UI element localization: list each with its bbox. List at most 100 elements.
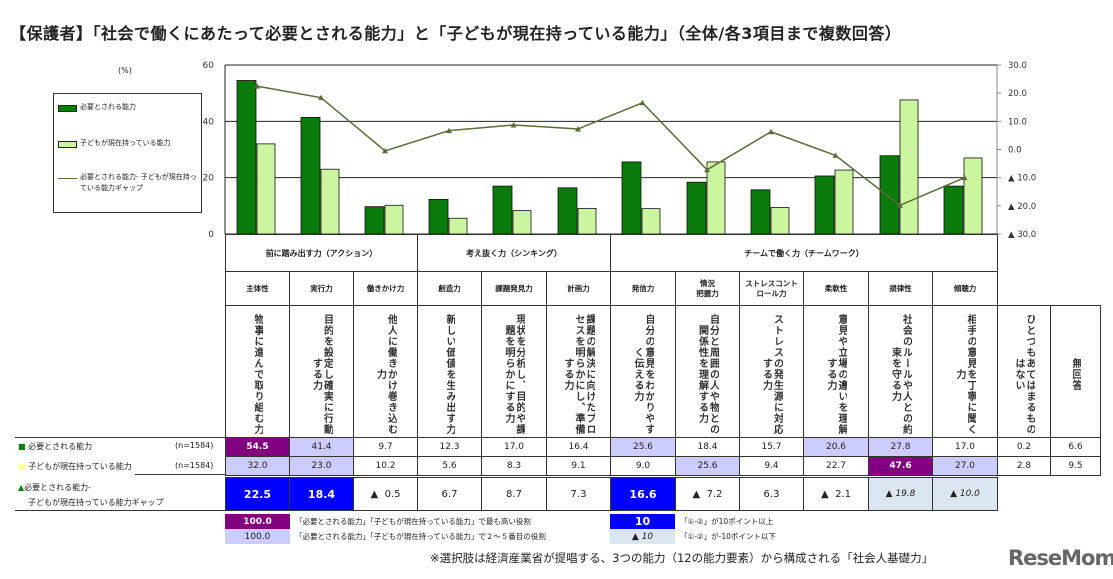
left-tick-label: 20 — [203, 174, 215, 184]
square-icon: ■ — [18, 442, 26, 451]
legend: 必要とされる能力 子どもが現在持っている能力 必要とされる能力- 子どもが現在持… — [53, 93, 202, 213]
description-text: 無回答 — [1070, 357, 1081, 391]
value-current: 9.0 — [610, 456, 676, 476]
legend-item-current: 子どもが現在持っている能力 — [58, 138, 171, 149]
square-icon: ■ — [18, 462, 26, 471]
value-required: 9.7 — [353, 437, 418, 457]
left-tick-label: 0 — [208, 230, 214, 240]
bar-current — [577, 207, 597, 235]
legend-label: 必要とされる能力- 子どもが現在持っている能力ギャップ — [80, 173, 197, 192]
value-required: 18.4 — [675, 437, 740, 457]
right-tick-label: 10.0 — [1008, 117, 1027, 127]
column-header: 情況 把握力 — [675, 271, 740, 306]
note-text: 「必要とされる能力」「子どもが現在持っている能力」で最も高い役割 — [295, 517, 531, 526]
value-required: 6.6 — [1050, 437, 1101, 457]
divider — [15, 510, 225, 511]
group-header-label: 前に踏み出す力（アクション） — [265, 248, 378, 258]
bar-current — [256, 143, 276, 235]
column-description: 社会のルールや人との約束を守る力 — [868, 305, 933, 438]
gap-marker — [254, 83, 260, 89]
value-gap: ▲ 10.0 — [932, 477, 998, 511]
column-header: 主体性 — [225, 271, 290, 306]
y-unit-label: (%) — [118, 66, 132, 75]
description-text: ストレスの発生源に対応する力 — [760, 313, 783, 435]
value-current: 23.0 — [289, 456, 354, 476]
column-header: 傾聴力 — [932, 271, 998, 306]
right-tick-label: 20.0 — [1008, 89, 1027, 99]
bar-required — [557, 187, 578, 235]
value-required: 25.6 — [610, 437, 676, 457]
gap-marker — [897, 202, 903, 208]
right-tick-label: ▲ 20.0 — [1008, 202, 1036, 212]
value-gap: ▲ 0.5 — [353, 477, 418, 511]
value-gap: ▲ 7.2 — [675, 477, 740, 511]
description-text: 自分と周囲の人や物との関係性を理解する力 — [696, 313, 719, 435]
gap-marker — [382, 147, 388, 154]
bar-required — [686, 181, 707, 235]
column-description: 他人に働きかけ巻き込む力 — [353, 305, 418, 438]
right-tick-label: ▲ 30.0 — [1008, 230, 1036, 240]
row-label-gap-2: 子どもが現在持っている能力ギャップ — [28, 498, 164, 507]
column-header: 規律性 — [868, 271, 933, 306]
value-gap: 22.5 — [225, 477, 290, 511]
gap-marker — [446, 127, 452, 134]
resemom-logo: ReseMom — [1008, 546, 1113, 570]
bar-required — [236, 80, 257, 235]
description-text: 自分の意見をわかりやすく伝える力 — [632, 313, 654, 435]
value-gap: 16.6 — [610, 477, 676, 511]
bar-current — [963, 157, 983, 235]
value-current: 22.7 — [803, 456, 869, 476]
column-description: 新しい価値を生み出す力 — [417, 305, 482, 438]
row-n-current: (n=1584) — [175, 461, 214, 470]
bar-current — [641, 208, 661, 235]
bar-required — [300, 116, 321, 235]
row-label-text: 子どもが現在持っている能力 — [28, 462, 132, 471]
row-label-text: 必要とされる能力 — [28, 442, 93, 451]
column-header: 実行力 — [289, 271, 354, 306]
gap-marker — [639, 99, 646, 106]
value-required: 17.0 — [932, 437, 998, 457]
column-description: 無回答 — [1050, 305, 1101, 438]
value-required: 41.4 — [289, 437, 354, 457]
note-text: 「①-②」が10ポイント以上 — [680, 517, 774, 526]
gap-line — [256, 85, 965, 207]
gap-marker — [318, 94, 324, 101]
value-gap: 18.4 — [289, 477, 354, 511]
bar-required — [621, 161, 642, 235]
bar-current — [834, 169, 854, 235]
value-gap: 6.7 — [417, 477, 482, 511]
description-text: 他人に働きかけ巻き込む力 — [374, 313, 397, 435]
row-n-required: (n=1584) — [175, 441, 214, 450]
bar-required — [364, 206, 385, 235]
right-tick-label: ▲ 10.0 — [1008, 174, 1036, 184]
triangle-icon: ▲ — [18, 483, 25, 492]
gap-marker — [704, 166, 710, 173]
divider — [135, 474, 225, 475]
gap-marker — [510, 121, 517, 128]
gap-marker — [961, 174, 968, 181]
column-description: 課題の解決に向けたプロセスを明らかにし、準備する力 — [546, 305, 611, 438]
group-header: 前に踏み出す力（アクション） — [225, 234, 418, 272]
note-text: 「必要とされる能力」「子どもが現在持っている能力」で２～５番目の役割 — [295, 532, 546, 541]
description-text: 新しい価値を生み出す力 — [444, 313, 455, 435]
column-description: ストレスの発生源に対応する力 — [739, 305, 804, 438]
bar-current — [770, 207, 790, 235]
column-description: 物事に進んで取り組む力 — [225, 305, 290, 438]
bar-current — [448, 217, 468, 235]
group-header: チームで働く力（チームワーク） — [610, 234, 998, 272]
description-text: 物事に進んで取り組む力 — [252, 313, 263, 435]
bar-required — [879, 155, 900, 235]
legend-swatch — [58, 141, 77, 148]
value-required: 16.4 — [546, 437, 611, 457]
description-text: 目的を設定し確実に行動する力 — [310, 313, 333, 435]
left-tick-label: 60 — [203, 61, 215, 71]
value-required: 15.7 — [739, 437, 804, 457]
value-current: 2.8 — [997, 456, 1051, 476]
value-required: 27.8 — [868, 437, 933, 457]
value-current: 47.6 — [868, 456, 933, 476]
note-swatch: 100.0 — [225, 514, 290, 529]
bar-current — [512, 210, 532, 235]
value-gap: 8.7 — [481, 477, 547, 511]
note-swatch: ▲ 10 — [610, 529, 675, 544]
